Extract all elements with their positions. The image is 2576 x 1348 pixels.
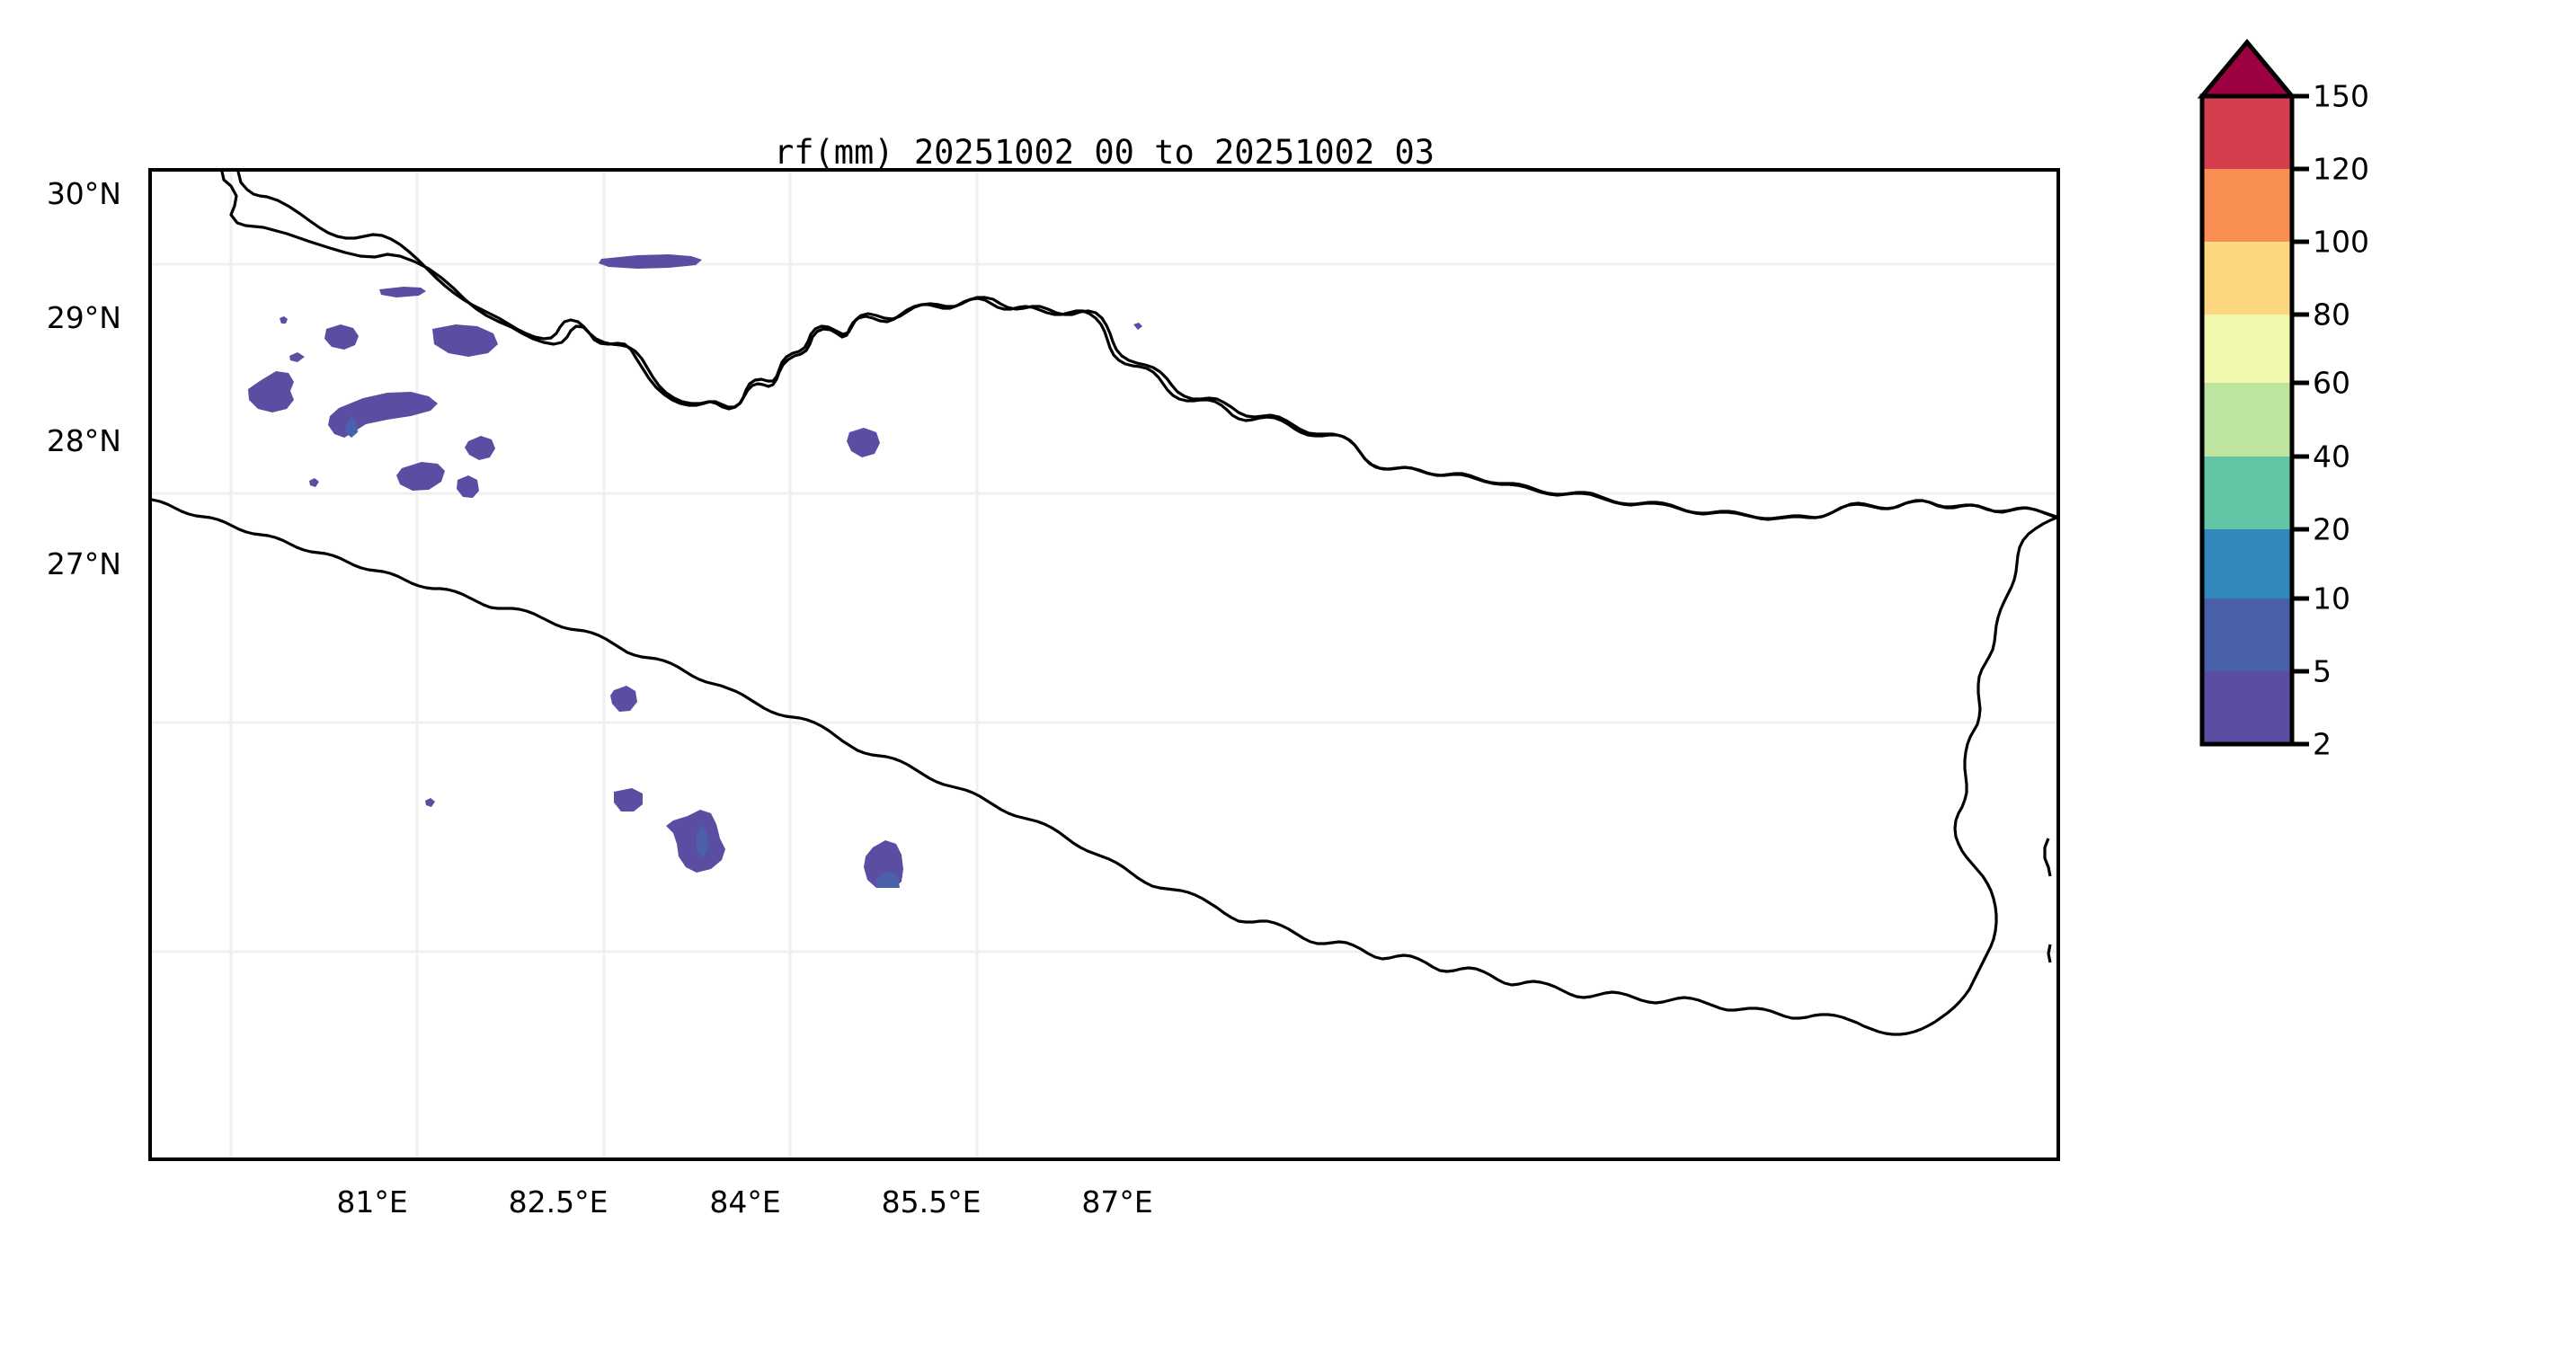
nepal-border-path — [152, 172, 2056, 1036]
ytick-label-28N: 28°N — [46, 423, 121, 458]
colorbar-extend-arrow — [2197, 39, 2297, 99]
colorbar-ticks — [2292, 93, 2309, 747]
colorbar-label-100: 100 — [2313, 224, 2369, 260]
xtick-label-825E: 82.5°E — [508, 1184, 608, 1219]
xtick-label-81E: 81°E — [336, 1184, 408, 1219]
ytick-label-30N: 30°N — [46, 176, 121, 211]
colorbar-label-80: 80 — [2313, 297, 2350, 333]
ytick-label-27N: 27°N — [46, 546, 121, 581]
colorbar-band-60-80 — [2202, 315, 2292, 383]
map-plot-area — [148, 168, 2060, 1161]
map-gridlines — [152, 172, 2056, 1157]
colorbar-band-40-60 — [2202, 383, 2292, 457]
colorbar-band-20-40 — [2202, 457, 2292, 529]
colorbar-band-120-150 — [2202, 96, 2292, 169]
rainfall-polygons-2-5mm — [248, 254, 1142, 888]
coastline-fragment-east — [2043, 838, 2052, 963]
colorbar-label-120: 120 — [2313, 151, 2369, 187]
colorbar-label-40: 40 — [2313, 439, 2350, 474]
colorbar-outline — [2199, 93, 2295, 747]
colorbar-band-2-5 — [2202, 671, 2292, 744]
colorbar-label-20: 20 — [2313, 511, 2350, 547]
xtick-label-87E: 87°E — [1081, 1184, 1153, 1219]
colorbar-label-2: 2 — [2313, 726, 2332, 762]
colorbar-band-100-120 — [2202, 169, 2292, 242]
ytick-label-29N: 29°N — [46, 300, 121, 335]
colorbar-label-10: 10 — [2313, 581, 2350, 616]
rainfall-polygons-5-10mm — [345, 416, 900, 888]
colorbar-band-5-10 — [2202, 599, 2292, 671]
nepal-map — [152, 172, 2056, 1036]
nepal-boundary-outline — [236, 172, 2056, 521]
xtick-label-855E: 85.5°E — [881, 1184, 982, 1219]
title-line-primary: rf(mm) 20251002_00 to 20251002_03 — [773, 133, 1435, 172]
colorbar-label-60: 60 — [2313, 365, 2350, 401]
colorbar-band-10-20 — [2202, 529, 2292, 599]
colorbar-gradient — [2197, 39, 2309, 747]
map-canvas — [152, 172, 2056, 1157]
xtick-label-84E: 84°E — [709, 1184, 781, 1219]
colorbar: 150 120 100 80 60 40 20 10 5 2 — [2197, 39, 2467, 1299]
colorbar-label-150: 150 — [2313, 78, 2369, 114]
colorbar-band-80-100 — [2202, 242, 2292, 315]
colorbar-label-5: 5 — [2313, 653, 2332, 689]
